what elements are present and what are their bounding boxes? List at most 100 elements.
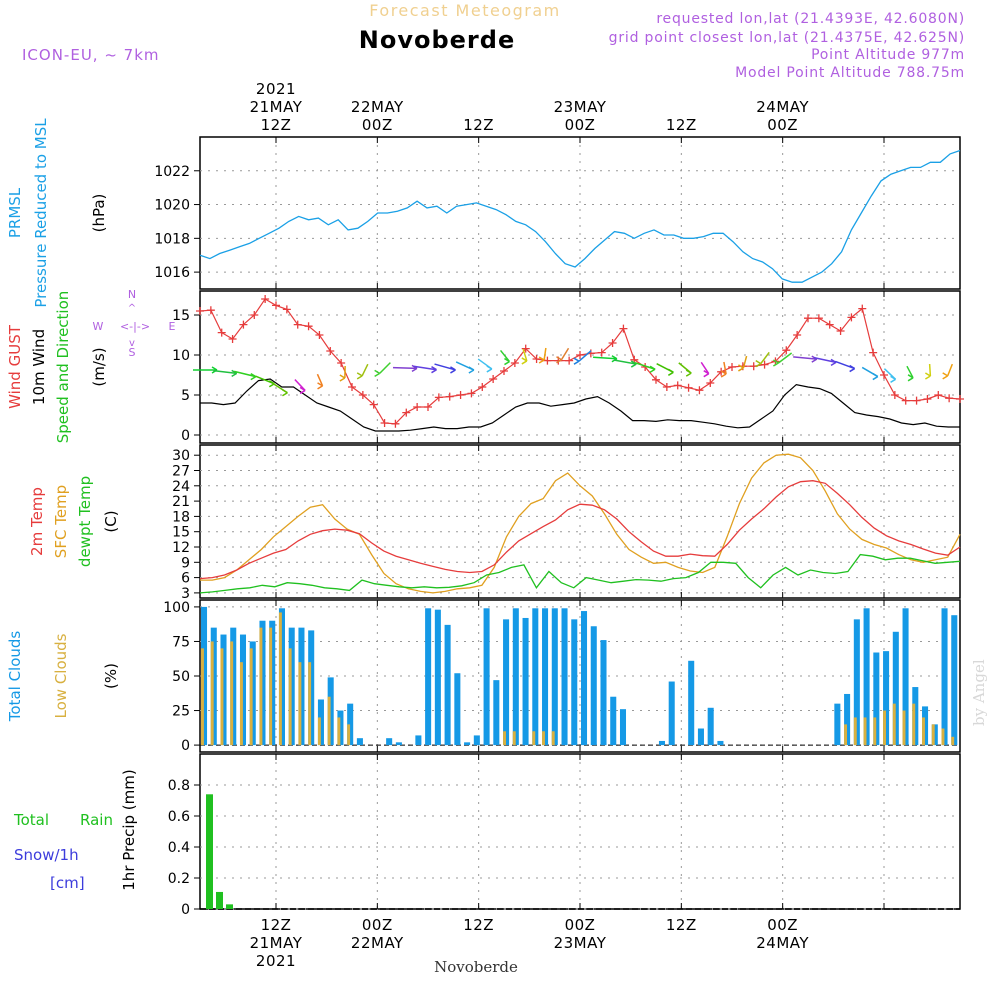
low-cloud-bar (337, 717, 341, 746)
gust-marker (923, 395, 932, 403)
wind-arrowhead (772, 359, 779, 367)
total-cloud-bar (444, 624, 451, 746)
panel-1: 0 5 10 15 Wind GUST 10m Wind Speed and Directi… (6, 290, 964, 444)
gust-marker (597, 348, 606, 357)
gust-marker (576, 351, 584, 359)
gust-marker (880, 371, 888, 379)
y-tick-label: 0 (181, 428, 190, 444)
gust-marker (391, 419, 400, 428)
y-tick-label: 9 (181, 555, 190, 571)
bottom-axis-label: 00Z (767, 916, 798, 934)
gust-marker (934, 391, 943, 399)
wind-arrowhead (556, 356, 562, 364)
y-tick-label: 1020 (154, 198, 190, 214)
panel-3: 0 25 50 75 100 Total Clouds Low Clouds (%) (6, 599, 961, 754)
low-cloud-bar (922, 717, 925, 746)
gust-marker (543, 356, 552, 365)
wind-arrow (593, 356, 617, 360)
gust-marker (272, 301, 280, 310)
wind-arrow (316, 373, 324, 387)
total-cloud-bar (249, 641, 256, 746)
total-cloud-bar (415, 735, 422, 746)
gust-marker (760, 360, 769, 369)
total-cloud-bar (717, 740, 724, 746)
location-title: Novoberde (359, 26, 515, 54)
wind-compass: N W E S <-|-> ^ v (93, 288, 176, 359)
low-cloud-bar (892, 703, 896, 746)
wind-arrowhead (573, 357, 580, 365)
y-tick-label: 30 (172, 448, 190, 464)
total-cloud-bar (697, 728, 704, 746)
gust-marker (250, 311, 259, 319)
wind-arrow (634, 362, 656, 370)
gust-marker (662, 383, 671, 391)
total-cloud-bar (873, 652, 880, 746)
total-cloud-bar (259, 620, 266, 746)
gust-marker (673, 381, 682, 390)
wind-arrowhead (339, 374, 346, 382)
label-cm: [cm] (50, 874, 85, 892)
low-cloud-bar (863, 717, 867, 746)
gust-marker (337, 359, 346, 367)
wind-arrow (499, 349, 511, 363)
panel-label: Wind GUST (6, 324, 24, 409)
gust-marker (467, 389, 476, 398)
gust-marker (793, 331, 802, 339)
compass-n: N (128, 288, 136, 301)
wind-speed-line (200, 378, 960, 432)
wind-arrowhead (649, 365, 656, 373)
low-cloud-bar (347, 724, 351, 746)
total-cloud-bar (561, 608, 568, 746)
total-cloud-bar (863, 608, 870, 746)
total-cloud-bar (230, 627, 237, 746)
gust-marker (847, 313, 856, 322)
total-cloud-bar (464, 742, 471, 746)
sfc-temp-line (200, 453, 961, 594)
y-tick-label: 0 (181, 738, 190, 754)
total-cloud-bar (483, 608, 490, 746)
wind-arrow (777, 352, 793, 364)
panel-label: Speed and Direction (54, 291, 72, 444)
low-cloud-bar (873, 717, 877, 746)
label-snow: Snow/1h (14, 846, 79, 864)
gust-marker (890, 391, 899, 399)
total-cloud-bar (308, 630, 315, 746)
bottom-axis-label: 12Z (463, 916, 494, 934)
wind-arrow (578, 350, 592, 362)
wind-arrowhead (755, 359, 762, 368)
total-cloud-bar (912, 687, 919, 746)
bottom-axis-label: 12Z (261, 916, 292, 934)
total-cloud-bar (395, 742, 402, 746)
panel-label: dewpt Temp (76, 476, 94, 567)
panel-label: 10m Wind (30, 329, 48, 405)
gust-marker (239, 320, 248, 329)
gust-marker (315, 331, 324, 339)
gust-marker (836, 327, 845, 335)
label-total: Total (13, 811, 49, 829)
wind-arrow (760, 351, 770, 365)
y-tick-label: 0.8 (168, 778, 190, 794)
total-cloud-bar (327, 677, 334, 746)
bottom-axis-label: 00Z (362, 916, 393, 934)
panel-frame (199, 753, 961, 910)
gust-marker (825, 320, 834, 329)
requested-coords: requested lon,lat (21.4393E, 42.6080N) (656, 11, 965, 27)
low-cloud-bar (230, 641, 234, 746)
top-axis-label: 12Z (463, 116, 494, 134)
gust-marker (348, 383, 356, 391)
bottom-axis-label: 21MAY (250, 934, 303, 952)
precip-unit: 1hr Precip (mm) (120, 769, 138, 890)
gust-marker (196, 307, 204, 315)
total-cloud-bar (951, 615, 958, 746)
total-cloud-bar (356, 738, 363, 746)
low-cloud-bar (902, 710, 906, 746)
top-axis-label: 00Z (362, 116, 393, 134)
wind-arrow (560, 347, 570, 361)
panel-label: Total Clouds (6, 631, 24, 723)
panel-label: SFC Temp (52, 485, 70, 558)
y-tick-label: 1016 (154, 265, 190, 281)
gust-marker (293, 320, 302, 329)
y-tick-label: 50 (172, 669, 190, 685)
gust-marker (565, 356, 574, 365)
